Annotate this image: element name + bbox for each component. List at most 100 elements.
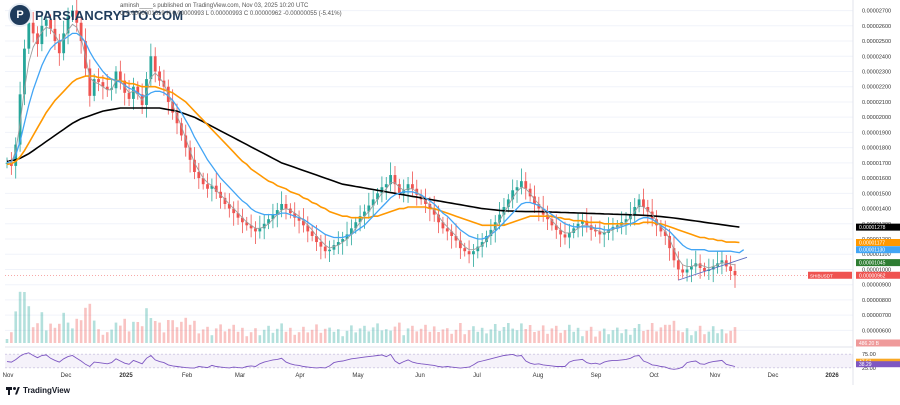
candle-body xyxy=(23,48,26,95)
volume-bar xyxy=(145,308,148,343)
rsi-upper-label: 75.00 xyxy=(862,352,876,358)
candle-body xyxy=(711,266,715,270)
candle-body xyxy=(624,219,628,223)
volume-bar xyxy=(341,336,344,343)
candle-body xyxy=(476,246,480,252)
candle-body xyxy=(241,217,244,223)
volume-bar xyxy=(275,328,279,343)
candle-body xyxy=(437,214,440,223)
volume-bar xyxy=(533,332,536,343)
volume-bar xyxy=(428,331,432,343)
tradingview-label: TradingView xyxy=(23,386,70,395)
candle-body xyxy=(232,208,236,214)
volume-bar xyxy=(297,332,301,343)
volume-bar xyxy=(668,324,671,343)
volume-bar xyxy=(411,325,414,343)
candle-body xyxy=(729,266,733,271)
volume-bar xyxy=(611,330,615,343)
candle-body xyxy=(554,225,558,230)
volume-bar xyxy=(123,318,127,343)
price-badge: 0.00001045 xyxy=(859,261,886,267)
candle-body xyxy=(637,199,641,208)
volume-bar xyxy=(158,322,161,343)
volume-bar xyxy=(711,326,715,343)
candle-body xyxy=(18,94,22,145)
candle-body xyxy=(511,190,515,200)
volume-bar xyxy=(424,324,427,343)
candle-body xyxy=(563,234,567,238)
tradingview-brand[interactable]: TradingView xyxy=(6,386,70,395)
candle-body xyxy=(179,123,183,136)
volume-bar xyxy=(267,325,270,343)
volume-bar xyxy=(153,321,157,343)
volume-bar xyxy=(171,320,174,343)
volume-bar xyxy=(716,333,719,343)
x-tick-label: Sep xyxy=(591,373,602,379)
candle-body xyxy=(284,203,288,209)
x-tick-label: Dec xyxy=(61,373,72,379)
last-price-tag: SHIBUSDT xyxy=(810,273,833,278)
volume-bar xyxy=(698,325,702,343)
candle-body xyxy=(349,228,353,235)
volume-bar xyxy=(337,329,340,343)
volume-bar xyxy=(62,312,65,343)
volume-bar xyxy=(23,292,26,343)
volume-bar xyxy=(162,332,166,343)
volume-bar xyxy=(546,333,549,343)
candle-body xyxy=(315,235,318,243)
volume-bar xyxy=(345,330,349,343)
candle-body xyxy=(642,199,645,208)
candle-body xyxy=(88,68,92,96)
y-tick-label: 0.00002400 xyxy=(862,54,891,60)
volume-bar xyxy=(476,331,480,343)
logo-text: PARSIANCRYPTO.COM xyxy=(35,7,184,23)
candle-body xyxy=(275,210,279,215)
candle-body xyxy=(376,193,379,200)
candle-body xyxy=(31,22,35,34)
volume-bar xyxy=(620,333,623,343)
y-tick-label: 0.00000800 xyxy=(862,298,891,304)
candle-body xyxy=(363,211,366,217)
volume-bar xyxy=(105,332,109,343)
candle-body xyxy=(628,214,632,220)
candle-body xyxy=(524,181,528,189)
volume-bar xyxy=(36,323,39,343)
candle-body xyxy=(127,92,131,99)
volume-bar xyxy=(241,327,244,343)
volume-bar xyxy=(445,328,449,343)
candle-body xyxy=(62,33,66,54)
volume-bar xyxy=(228,328,231,343)
candle-body xyxy=(302,220,305,226)
volume-bar xyxy=(685,328,689,343)
volume-bar xyxy=(493,324,497,343)
candle-body xyxy=(153,56,157,72)
volume-bar xyxy=(694,331,698,343)
volume-bar xyxy=(511,328,514,343)
price-badge-bg xyxy=(856,223,900,231)
candle-body xyxy=(70,10,74,17)
candle-body xyxy=(27,22,31,49)
volume-bar xyxy=(376,323,379,343)
volume-bar xyxy=(389,330,392,343)
candle-body xyxy=(550,219,554,226)
candle-body xyxy=(79,22,83,42)
volume-bar xyxy=(44,330,48,343)
volume-bar xyxy=(598,331,602,343)
candle-body xyxy=(489,229,493,236)
candle-body xyxy=(188,147,192,160)
y-tick-label: 0.00002700 xyxy=(862,9,891,15)
volume-bar xyxy=(498,331,501,343)
candle-body xyxy=(515,187,519,191)
price-badge: 0.00000962 xyxy=(859,273,886,279)
volume-bar xyxy=(729,330,732,343)
candle-body xyxy=(210,185,214,189)
candle-body xyxy=(267,219,270,224)
volume-bar xyxy=(258,335,262,343)
candle-body xyxy=(463,248,467,252)
volume-bar xyxy=(127,331,131,343)
volume-bar xyxy=(184,317,188,343)
y-tick-label: 0.00002200 xyxy=(862,85,891,91)
candle-body xyxy=(227,203,231,209)
candle-body xyxy=(506,199,510,208)
candle-body xyxy=(175,112,179,124)
